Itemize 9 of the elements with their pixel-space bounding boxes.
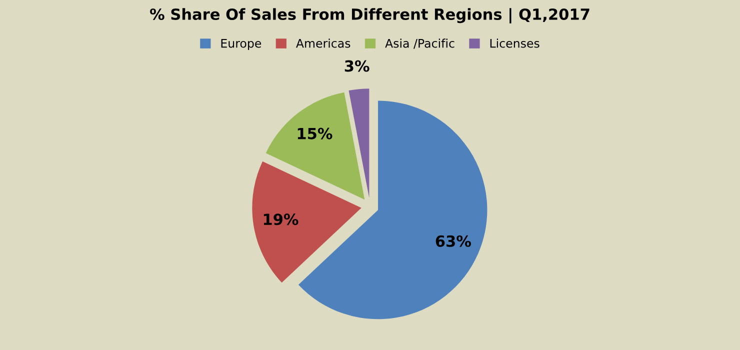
legend-label: Licenses [490, 38, 540, 48]
legend-label: Americas [296, 38, 350, 48]
data-label: 63% [436, 235, 471, 247]
legend-label: Asia /Pacific [385, 38, 454, 49]
data-label: 15% [298, 128, 332, 140]
chart-title: % Share Of Sales From Different Regions | Q1,2017 [150, 8, 590, 24]
data-label: 19% [264, 214, 298, 226]
legend-label: Europe [221, 38, 262, 50]
data-label: 3% [344, 60, 370, 72]
